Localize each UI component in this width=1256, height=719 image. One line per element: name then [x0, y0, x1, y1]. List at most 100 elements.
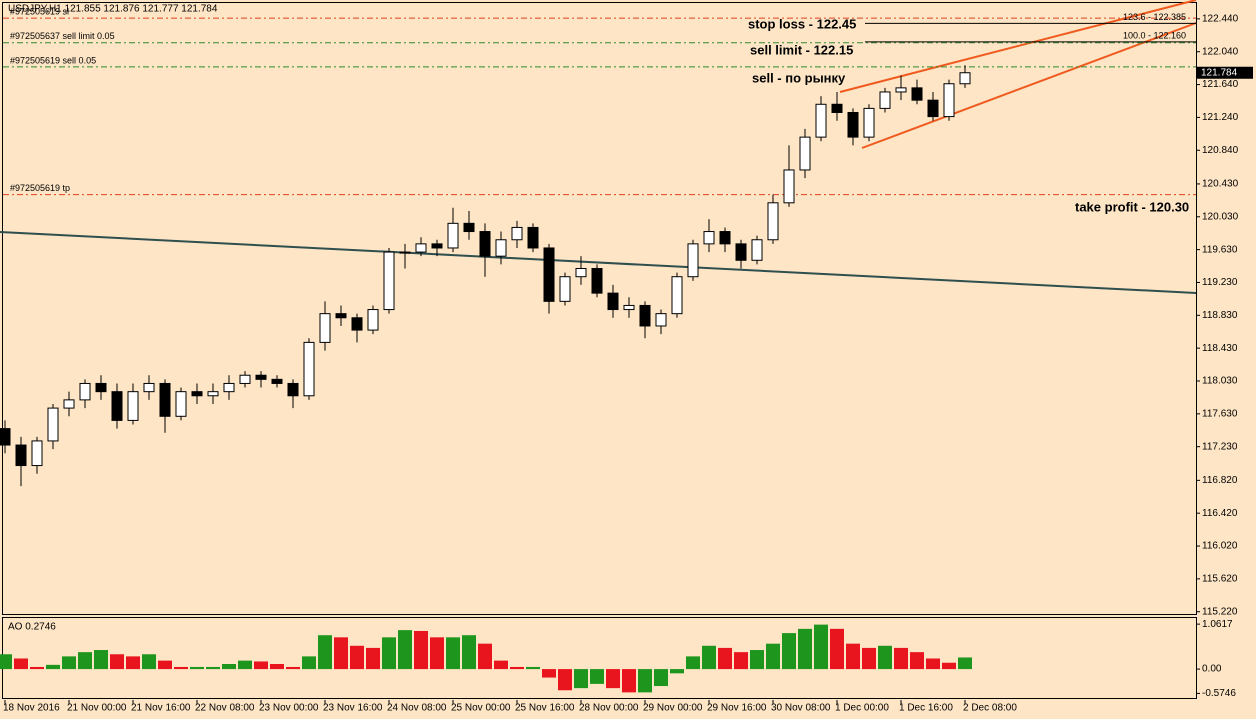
candle-body: [895, 87, 907, 93]
ao-bar: [142, 654, 156, 670]
candle-body: [783, 169, 795, 204]
y-tick-label: 122.040: [1202, 46, 1239, 57]
indicator-label: AO 0.2746: [8, 622, 56, 633]
ao-bar: [542, 669, 556, 678]
ao-bar: [462, 635, 476, 670]
candle-body: [319, 313, 331, 343]
x-tick-label: 23 Nov 00:00: [259, 703, 319, 714]
candle-body: [431, 243, 443, 249]
ao-bar: [750, 650, 764, 670]
order-label: #972505619 sell 0.05: [10, 55, 96, 65]
candle-body: [751, 239, 763, 261]
ao-bar: [606, 669, 620, 689]
current-price-box: [1197, 66, 1253, 79]
header: USDJPY,H1 121.855 121.876 121.777 121.78…: [8, 4, 218, 15]
candle-body: [63, 399, 75, 409]
ao-bar: [654, 669, 668, 687]
candle-body: [847, 111, 859, 138]
candle-body: [607, 292, 619, 311]
candle-body: [719, 231, 731, 245]
ao-bar: [14, 658, 28, 670]
candle-body: [591, 267, 603, 294]
y-tick-label: 116.420: [1202, 508, 1238, 519]
candle-body: [191, 391, 203, 397]
order-label: #972505619 sl: [10, 6, 69, 16]
ao-bar: [910, 652, 924, 670]
y-tick-label: 119.230: [1202, 277, 1238, 288]
y-tick-label: 118.030: [1202, 376, 1238, 387]
candle-body: [815, 103, 827, 138]
candle-body: [79, 382, 91, 401]
ao-bar: [366, 647, 380, 670]
x-tick-label: 25 Nov 16:00: [515, 703, 575, 714]
y-tick-label: 121.240: [1202, 112, 1239, 123]
annotation: stop loss - 122.45: [748, 16, 856, 31]
ao-bar: [494, 660, 508, 670]
trend-line: [0, 231, 1197, 294]
x-tick-label: 29 Nov 00:00: [643, 703, 703, 714]
ao-bar: [46, 664, 60, 670]
ao-bar: [62, 656, 76, 670]
candle-body: [175, 391, 187, 417]
ao-bar: [158, 660, 172, 670]
candle-body: [239, 374, 251, 384]
plot-layer: 122.440 122.040 121.640 121.240 120.840 120.4…: [0, 6, 1253, 714]
y-tick-label: 118.430: [1202, 343, 1238, 354]
candle-body: [207, 391, 219, 397]
ao-bar: [190, 666, 204, 670]
ao-bar: [78, 652, 92, 670]
x-tick-label: 24 Nov 08:00: [387, 703, 447, 714]
candle-body: [831, 103, 843, 113]
y-tick-label: 115.620: [1202, 574, 1238, 585]
candle-body: [271, 378, 283, 384]
x-tick-label: 21 Nov 00:00: [67, 703, 127, 714]
x-tick-label: 1 Dec 00:00: [835, 703, 889, 714]
channel-lower: [861, 22, 1197, 149]
y-tick-label: 120.430: [1202, 179, 1239, 190]
ao-bar: [126, 656, 140, 670]
x-tick-label: 29 Nov 16:00: [707, 703, 767, 714]
y-tick-label: 1.0617: [1202, 619, 1233, 630]
candle-body: [671, 276, 683, 315]
candle-body: [15, 444, 27, 467]
candle-body: [575, 267, 587, 278]
current-price-label: 121.784: [1201, 67, 1238, 78]
y-tick-label: 117.630: [1202, 408, 1238, 419]
fib-label: 100.0 - 122.160: [1123, 30, 1186, 40]
ao-bar: [670, 669, 684, 674]
candle-body: [463, 222, 475, 233]
candle-body: [543, 247, 555, 302]
candle-body: [687, 243, 699, 278]
ao-bar: [318, 635, 332, 670]
candle-body: [0, 428, 11, 446]
candle-body: [31, 440, 43, 467]
candle-body: [863, 107, 875, 138]
candle-body: [351, 317, 363, 331]
ao-bar: [782, 633, 796, 670]
fib-label: 123.6 - 122.385: [1123, 12, 1186, 22]
x-tick-label: 23 Nov 16:00: [323, 703, 383, 714]
x-tick-label: 30 Nov 08:00: [771, 703, 831, 714]
ao-bar: [734, 652, 748, 670]
ao-bar: [574, 669, 588, 689]
y-tick-label: 120.840: [1202, 145, 1239, 156]
candle-body: [335, 313, 347, 319]
ao-bar: [830, 628, 844, 670]
y-tick-label: -0.5746: [1202, 688, 1236, 699]
ao-bar: [526, 666, 540, 670]
ao-bar: [0, 654, 12, 670]
ao-bar: [238, 660, 252, 670]
candle-body: [367, 309, 379, 331]
ao-bar: [590, 669, 604, 684]
y-tick-label: 120.030: [1202, 211, 1239, 222]
ao-bar: [302, 656, 316, 670]
ao-bar: [638, 669, 652, 693]
y-tick-label: 121.640: [1202, 79, 1239, 90]
ao-bar: [254, 661, 268, 670]
ao-bar: [430, 637, 444, 670]
candle-body: [703, 231, 715, 245]
ao-bar: [206, 666, 220, 670]
